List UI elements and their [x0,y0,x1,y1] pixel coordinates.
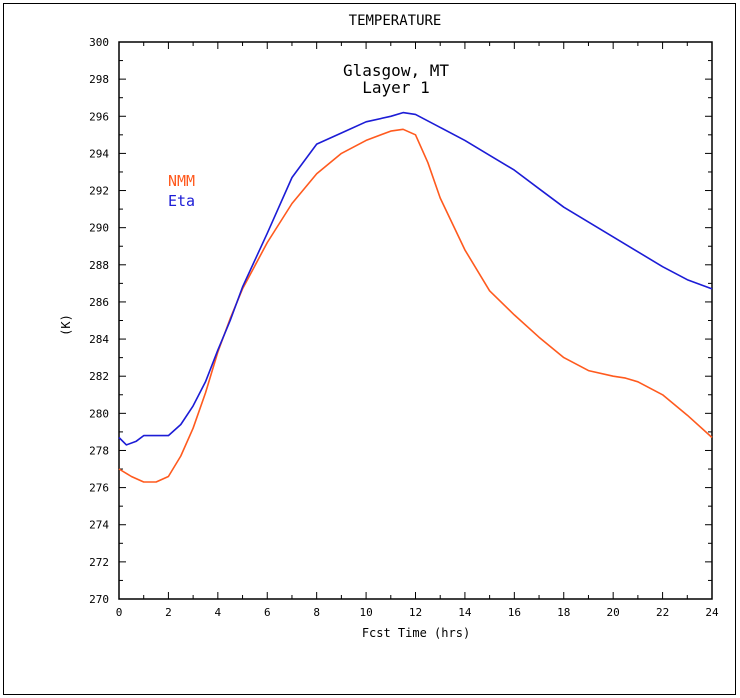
y-tick-label: 296 [89,110,109,123]
x-tick-label: 8 [313,606,320,619]
chart-title: TEMPERATURE [349,13,442,29]
series-line-nmm [118,128,713,483]
y-axis-label: (K) [59,314,73,336]
series-line-eta [118,111,713,446]
y-tick-label: 280 [89,407,109,420]
y-tick-label: 272 [89,556,109,569]
chart-subtitle-line-2: Layer 1 [362,78,429,97]
y-tick-label: 300 [89,36,109,49]
x-tick-label: 12 [409,606,422,619]
x-tick-label: 24 [705,606,719,619]
y-tick-label: 288 [89,259,109,272]
y-tick-label: 274 [89,519,109,532]
x-tick-label: 18 [557,606,570,619]
y-tick-label: 294 [89,147,109,160]
figure-frame [3,3,736,695]
chart-subtitle-line-1: Glasgow, MT [343,61,449,80]
legend-entry-nmm: NMM [168,172,195,190]
plot-area-border [118,41,713,600]
x-tick-label: 16 [508,606,521,619]
y-tick-label: 298 [89,73,109,86]
x-tick-label: 6 [264,606,271,619]
y-tick-label: 282 [89,370,109,383]
x-tick-label: 14 [458,606,472,619]
y-tick-label: 292 [89,185,109,198]
y-tick-label: 286 [89,296,109,309]
x-tick-label: 4 [215,606,222,619]
legend-entry-eta: Eta [168,192,195,210]
x-tick-label: 10 [359,606,372,619]
y-tick-label: 284 [89,333,109,346]
y-tick-label: 278 [89,444,109,457]
y-tick-label: 276 [89,482,109,495]
x-tick-label: 0 [116,606,123,619]
x-tick-label: 2 [165,606,172,619]
y-tick-label: 290 [89,222,109,235]
x-axis-label: Fcst Time (hrs) [362,626,470,640]
y-tick-label: 270 [89,593,109,606]
x-tick-label: 20 [607,606,620,619]
x-tick-label: 22 [656,606,669,619]
